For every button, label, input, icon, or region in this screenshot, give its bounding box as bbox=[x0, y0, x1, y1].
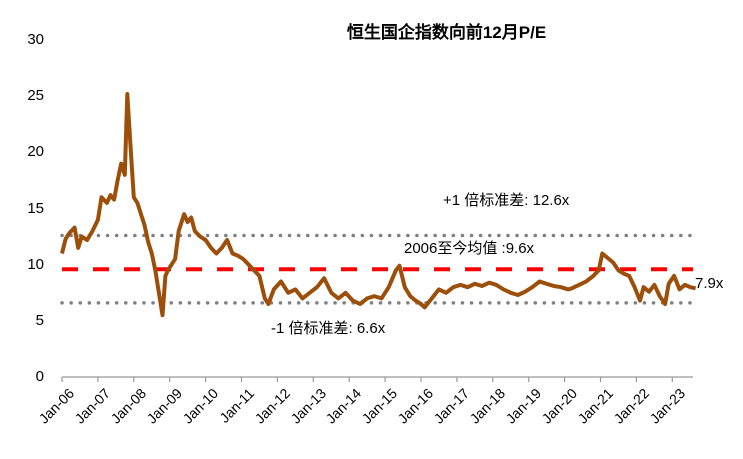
axes bbox=[61, 376, 693, 382]
pe-series-line bbox=[60, 92, 697, 318]
y-tick-label: 15 bbox=[27, 199, 44, 217]
y-tick-label: 30 bbox=[27, 31, 44, 49]
y-tick-label: 10 bbox=[27, 255, 44, 273]
mean-label: 2006至今均值 :9.6x bbox=[404, 240, 535, 257]
y-tick-label: 5 bbox=[35, 311, 44, 329]
last-value-label: 7.9x bbox=[695, 275, 724, 292]
y-tick-label: 25 bbox=[27, 87, 44, 105]
chart-title: 恒生国企指数向前12月P/E bbox=[346, 23, 547, 42]
y-tick-label: 20 bbox=[27, 143, 44, 161]
minus1-std-label: -1 倍标准差: 6.6x bbox=[271, 320, 386, 337]
plus1-std-label: +1 倍标准差: 12.6x bbox=[443, 192, 570, 209]
y-tick-label: 0 bbox=[35, 368, 44, 385]
